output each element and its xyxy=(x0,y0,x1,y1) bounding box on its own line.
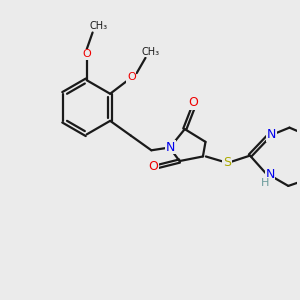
Text: N: N xyxy=(265,168,275,181)
Text: O: O xyxy=(188,96,198,110)
Text: N: N xyxy=(266,128,276,141)
Text: CH₃: CH₃ xyxy=(142,47,160,57)
Text: H: H xyxy=(260,178,269,188)
Text: O: O xyxy=(82,49,91,59)
Text: O: O xyxy=(148,160,158,173)
Text: CH₃: CH₃ xyxy=(90,21,108,31)
Text: N: N xyxy=(166,141,175,154)
Text: S: S xyxy=(223,157,231,169)
Text: O: O xyxy=(127,72,136,82)
